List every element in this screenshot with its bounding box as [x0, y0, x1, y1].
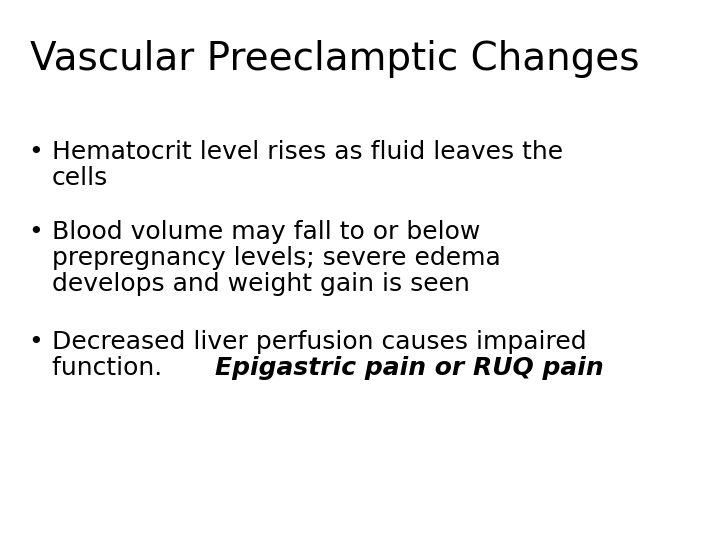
Text: develops and weight gain is seen: develops and weight gain is seen [52, 272, 470, 296]
Text: •: • [28, 140, 42, 164]
Text: function.: function. [52, 356, 179, 380]
Text: Blood volume may fall to or below: Blood volume may fall to or below [52, 220, 480, 244]
Text: cells: cells [52, 166, 108, 190]
Text: prepregnancy levels; severe edema: prepregnancy levels; severe edema [52, 246, 500, 270]
Text: Vascular Preeclamptic Changes: Vascular Preeclamptic Changes [30, 40, 639, 78]
Text: Decreased liver perfusion causes impaired: Decreased liver perfusion causes impaire… [52, 330, 587, 354]
Text: •: • [28, 330, 42, 354]
Text: function.: function. [52, 356, 179, 380]
Text: Hematocrit level rises as fluid leaves the: Hematocrit level rises as fluid leaves t… [52, 140, 563, 164]
Text: •: • [28, 220, 42, 244]
Text: Epigastric pain or RUQ pain: Epigastric pain or RUQ pain [215, 356, 603, 380]
